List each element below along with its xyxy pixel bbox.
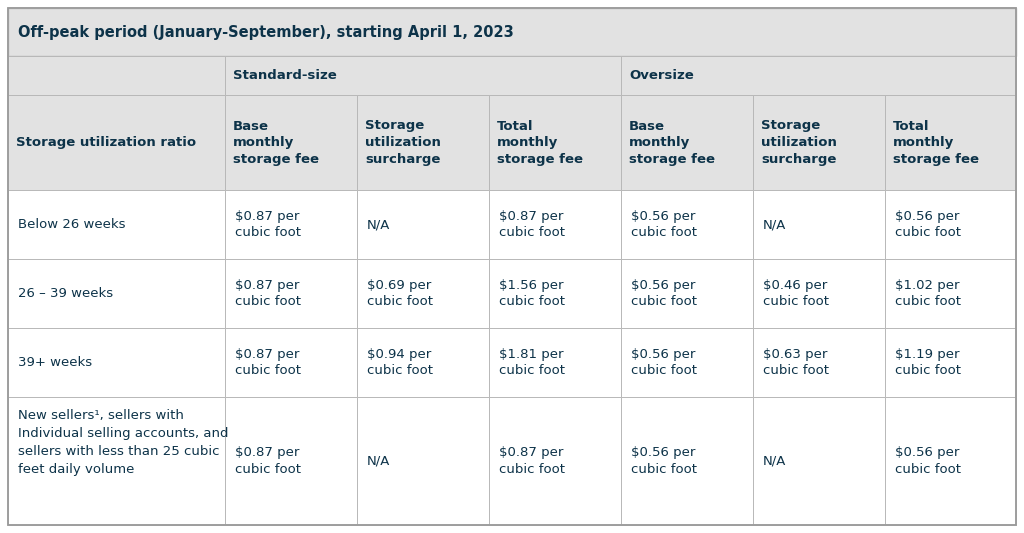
Text: $0.87 per
cubic foot: $0.87 per cubic foot bbox=[499, 210, 565, 239]
Text: $1.02 per
cubic foot: $1.02 per cubic foot bbox=[895, 279, 961, 308]
Text: $0.56 per
cubic foot: $0.56 per cubic foot bbox=[631, 279, 697, 308]
Text: Below 26 weeks: Below 26 weeks bbox=[18, 218, 126, 231]
Text: $0.46 per
cubic foot: $0.46 per cubic foot bbox=[763, 279, 829, 308]
Text: $0.56 per
cubic foot: $0.56 per cubic foot bbox=[631, 210, 697, 239]
Text: $1.56 per
cubic foot: $1.56 per cubic foot bbox=[499, 279, 565, 308]
Bar bbox=[357, 190, 489, 259]
Text: $1.81 per
cubic foot: $1.81 per cubic foot bbox=[499, 348, 565, 377]
Text: Off-peak period (January-September), starting April 1, 2023: Off-peak period (January-September), sta… bbox=[18, 25, 514, 39]
Bar bbox=[753, 397, 885, 525]
Bar bbox=[357, 328, 489, 397]
Bar bbox=[225, 397, 357, 525]
Bar bbox=[8, 95, 225, 190]
Bar bbox=[8, 328, 225, 397]
Bar bbox=[489, 190, 621, 259]
Bar bbox=[489, 397, 621, 525]
Text: $0.87 per
cubic foot: $0.87 per cubic foot bbox=[234, 210, 301, 239]
Bar bbox=[885, 95, 1016, 190]
Bar bbox=[225, 95, 357, 190]
Text: $0.87 per
cubic foot: $0.87 per cubic foot bbox=[234, 279, 301, 308]
Text: Base
monthly
storage fee: Base monthly storage fee bbox=[629, 119, 715, 166]
Bar bbox=[753, 328, 885, 397]
Text: $0.87 per
cubic foot: $0.87 per cubic foot bbox=[499, 446, 565, 476]
Bar bbox=[357, 95, 489, 190]
Bar bbox=[8, 8, 1016, 56]
Bar bbox=[621, 328, 753, 397]
Text: $0.87 per
cubic foot: $0.87 per cubic foot bbox=[234, 348, 301, 377]
Bar bbox=[8, 56, 225, 95]
Text: Total
monthly
storage fee: Total monthly storage fee bbox=[893, 119, 979, 166]
Text: Oversize: Oversize bbox=[629, 69, 693, 82]
Text: $0.69 per
cubic foot: $0.69 per cubic foot bbox=[367, 279, 433, 308]
Bar bbox=[225, 328, 357, 397]
Text: 26 – 39 weeks: 26 – 39 weeks bbox=[18, 287, 113, 300]
Bar bbox=[225, 56, 621, 95]
Bar bbox=[489, 95, 621, 190]
Bar bbox=[885, 397, 1016, 525]
Text: $1.19 per
cubic foot: $1.19 per cubic foot bbox=[895, 348, 961, 377]
Text: $0.56 per
cubic foot: $0.56 per cubic foot bbox=[895, 446, 961, 476]
Text: N/A: N/A bbox=[763, 455, 786, 467]
Bar bbox=[225, 259, 357, 328]
Text: N/A: N/A bbox=[763, 218, 786, 231]
Bar bbox=[885, 328, 1016, 397]
Bar bbox=[8, 397, 225, 525]
Bar bbox=[225, 190, 357, 259]
Bar bbox=[753, 95, 885, 190]
Bar bbox=[489, 259, 621, 328]
Text: Standard-size: Standard-size bbox=[233, 69, 337, 82]
Bar bbox=[753, 190, 885, 259]
Bar bbox=[357, 397, 489, 525]
Text: Base
monthly
storage fee: Base monthly storage fee bbox=[233, 119, 319, 166]
Bar bbox=[753, 259, 885, 328]
Bar bbox=[621, 95, 753, 190]
Text: N/A: N/A bbox=[367, 455, 390, 467]
Text: Storage
utilization
surcharge: Storage utilization surcharge bbox=[365, 119, 441, 166]
Text: $0.94 per
cubic foot: $0.94 per cubic foot bbox=[367, 348, 433, 377]
Bar bbox=[8, 259, 225, 328]
Text: $0.63 per
cubic foot: $0.63 per cubic foot bbox=[763, 348, 829, 377]
Bar bbox=[621, 56, 1016, 95]
Text: Total
monthly
storage fee: Total monthly storage fee bbox=[497, 119, 583, 166]
Bar bbox=[357, 259, 489, 328]
Bar bbox=[489, 328, 621, 397]
Text: 39+ weeks: 39+ weeks bbox=[18, 356, 92, 369]
Text: $0.87 per
cubic foot: $0.87 per cubic foot bbox=[234, 446, 301, 476]
Text: $0.56 per
cubic foot: $0.56 per cubic foot bbox=[631, 446, 697, 476]
Bar bbox=[885, 259, 1016, 328]
Bar bbox=[621, 397, 753, 525]
Text: Storage utilization ratio: Storage utilization ratio bbox=[16, 136, 197, 149]
Text: $0.56 per
cubic foot: $0.56 per cubic foot bbox=[631, 348, 697, 377]
Text: $0.56 per
cubic foot: $0.56 per cubic foot bbox=[895, 210, 961, 239]
Bar bbox=[621, 190, 753, 259]
Text: N/A: N/A bbox=[367, 218, 390, 231]
Text: New sellers¹, sellers with
Individual selling accounts, and
sellers with less th: New sellers¹, sellers with Individual se… bbox=[18, 409, 228, 476]
Bar bbox=[8, 190, 225, 259]
Bar bbox=[621, 259, 753, 328]
Bar bbox=[885, 190, 1016, 259]
Text: Storage
utilization
surcharge: Storage utilization surcharge bbox=[761, 119, 837, 166]
